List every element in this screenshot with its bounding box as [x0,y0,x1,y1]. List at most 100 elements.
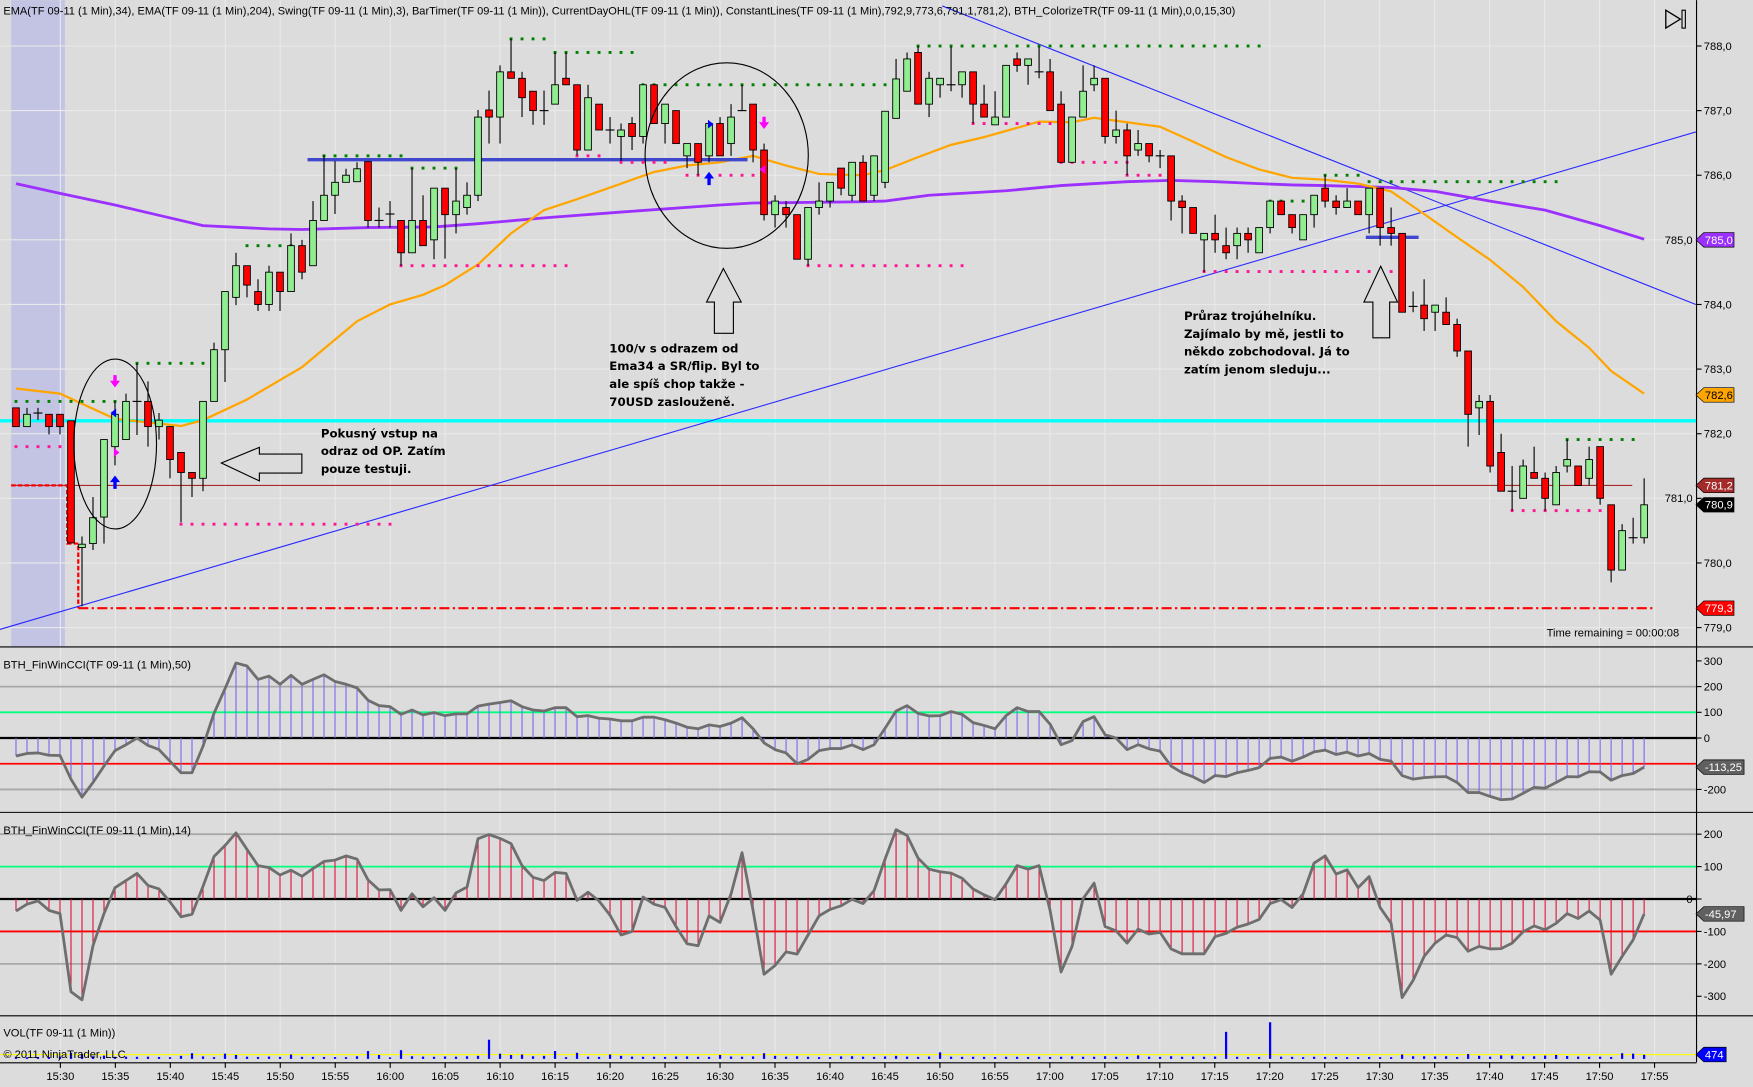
candle[interactable] [1464,350,1472,447]
candle[interactable] [1310,194,1318,228]
candle[interactable] [221,291,229,383]
candle[interactable] [946,46,956,92]
candle[interactable] [45,413,53,435]
candle[interactable] [232,252,240,306]
candle[interactable] [56,413,64,435]
candle[interactable] [132,363,142,436]
candle[interactable] [1497,433,1505,492]
candle[interactable] [539,90,549,125]
candle[interactable] [1123,123,1131,176]
candle[interactable] [1057,91,1065,163]
candle[interactable] [385,201,395,228]
annotation-text-breakout[interactable]: Průraz trojúhelníku. Zajímalo by mě, jes… [1184,309,1350,377]
candle[interactable] [67,420,75,544]
candle[interactable] [815,182,823,215]
candle[interactable] [298,239,306,280]
candle[interactable] [1596,446,1604,505]
candle[interactable] [969,71,977,124]
candle[interactable] [353,162,361,183]
candle[interactable] [881,110,889,189]
candle[interactable] [331,161,339,215]
annotation-text-entry[interactable]: Pokusný vstup na odraz od OP. Zatím pouz… [321,426,446,476]
candle[interactable] [716,117,724,157]
candle[interactable] [1090,65,1098,92]
candle[interactable] [309,201,317,267]
candle[interactable] [1475,394,1483,436]
annotation-left-arrow-icon[interactable] [219,446,303,482]
candle[interactable] [958,71,966,98]
candle[interactable] [1244,227,1252,253]
candle[interactable] [1233,227,1241,260]
candle[interactable] [1618,524,1626,571]
candle[interactable] [1211,214,1219,253]
candle[interactable] [1200,232,1208,273]
candle[interactable] [1365,187,1373,234]
candle[interactable] [1486,394,1494,473]
candle[interactable] [287,233,295,292]
candle[interactable] [859,155,867,202]
candle[interactable] [1519,459,1527,499]
candle[interactable] [1398,232,1406,313]
candle[interactable] [737,84,747,112]
candle[interactable] [1079,65,1087,118]
candle[interactable] [177,452,185,523]
candle[interactable] [991,91,999,126]
descending-trendline[interactable] [942,5,1697,305]
annotation-ellipse-entry[interactable] [73,358,158,530]
candle[interactable] [694,143,702,176]
candle[interactable] [605,117,615,144]
candle[interactable] [408,168,416,254]
candle[interactable] [1167,155,1175,221]
candle[interactable] [265,265,273,311]
candle[interactable] [1640,478,1648,544]
candle[interactable] [1607,504,1615,583]
candle[interactable] [1574,465,1582,486]
candle[interactable] [1453,318,1461,357]
candle[interactable] [1431,304,1439,331]
candle[interactable] [1068,116,1076,163]
candle[interactable] [89,497,97,551]
candle[interactable] [1530,446,1538,479]
candle[interactable] [1507,466,1517,511]
candle[interactable] [199,400,207,492]
candle[interactable] [518,71,526,118]
candle[interactable] [628,117,636,151]
candle[interactable] [925,71,933,118]
candle[interactable] [320,155,328,221]
candle[interactable] [914,45,922,105]
candle[interactable] [1332,195,1340,215]
candle[interactable] [1376,187,1384,246]
candle[interactable] [210,342,218,402]
candle[interactable] [1101,77,1109,144]
candle[interactable] [1420,279,1428,331]
candle[interactable] [188,472,196,498]
candle[interactable] [1222,227,1230,260]
cci50-panel[interactable] [0,661,1696,802]
candle[interactable] [617,123,625,162]
candle[interactable] [496,65,504,144]
candle[interactable] [397,220,405,266]
candle[interactable] [1189,207,1197,234]
candle[interactable] [243,265,251,298]
candle[interactable] [419,195,427,247]
candle[interactable] [1178,195,1186,234]
candle[interactable] [166,426,174,479]
price-panel[interactable] [0,5,1697,630]
candle[interactable] [276,271,284,311]
candle[interactable] [936,77,944,98]
ascending-trendline[interactable] [0,131,1696,630]
candle[interactable] [1112,110,1120,144]
candle[interactable] [122,393,130,440]
candle[interactable] [595,103,603,131]
candle[interactable] [980,84,988,118]
candle[interactable] [1408,291,1418,313]
candle[interactable] [1563,439,1571,473]
annotation-up-arrow-icon[interactable] [705,267,743,334]
candle[interactable] [650,84,658,124]
candle[interactable] [760,143,768,221]
candle[interactable] [1155,150,1165,169]
candle[interactable] [1585,446,1593,486]
candle[interactable] [1354,200,1362,216]
candle[interactable] [1255,227,1263,254]
